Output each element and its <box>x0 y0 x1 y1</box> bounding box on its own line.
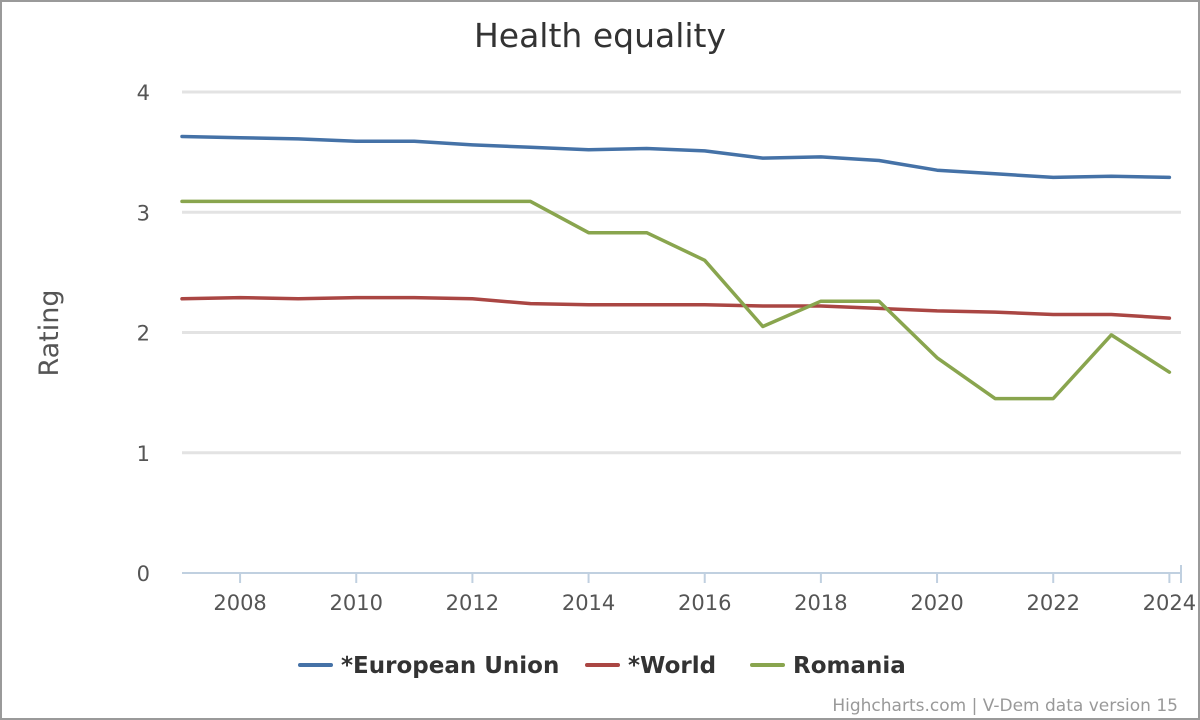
x-axis: 2008 2010 2012 2014 2016 2018 2020 2022 2024 <box>182 565 1196 615</box>
legend-label: Romania <box>793 653 906 679</box>
gridlines <box>182 90 1181 455</box>
chart-title: Health equality <box>474 16 726 55</box>
legend: *European Union *World Romania <box>298 653 906 679</box>
x-tick-label: 2008 <box>213 591 266 615</box>
series-line-1[interactable] <box>180 295 1172 320</box>
x-tick-label: 2018 <box>794 591 847 615</box>
legend-item-0[interactable]: *European Union <box>298 653 559 679</box>
y-tick-label: 3 <box>137 201 150 225</box>
credits[interactable]: Highcharts.com | V-Dem data version 15 <box>832 696 1178 716</box>
legend-item-2[interactable]: Romania <box>750 653 906 679</box>
legend-label: *European Union <box>341 653 559 679</box>
x-tick-label: 2012 <box>446 591 499 615</box>
x-tick-label: 2022 <box>1026 591 1079 615</box>
y-axis-label: Rating <box>34 289 65 376</box>
x-tick-label: 2014 <box>562 591 615 615</box>
series-line-2[interactable] <box>180 199 1172 401</box>
x-tick-label: 2024 <box>1143 591 1196 615</box>
y-axis-ticks: 0 1 2 3 4 <box>137 81 150 586</box>
legend-label: *World <box>628 653 716 679</box>
series-line-0[interactable] <box>180 134 1172 180</box>
y-tick-label: 4 <box>137 81 150 105</box>
x-tick-label: 2016 <box>678 591 731 615</box>
y-tick-label: 1 <box>137 442 150 466</box>
x-tick-label: 2010 <box>330 591 383 615</box>
y-tick-label: 0 <box>137 562 150 586</box>
y-tick-label: 2 <box>137 322 150 346</box>
x-tick-label: 2020 <box>910 591 963 615</box>
series-lines <box>180 134 1172 401</box>
legend-item-1[interactable]: *World <box>585 653 716 679</box>
